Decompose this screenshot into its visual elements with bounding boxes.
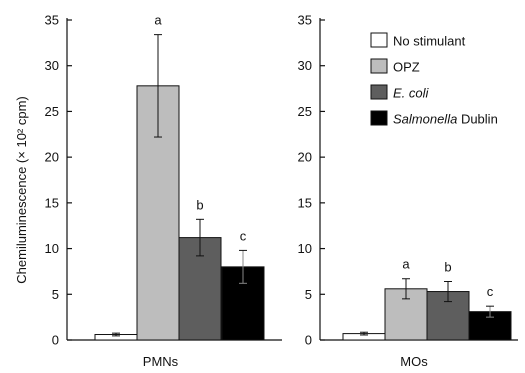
legend-swatch: [370, 110, 388, 126]
legend-label-text: Dublin: [457, 112, 497, 127]
legend-label: No stimulant: [393, 34, 466, 49]
mos-x-label: MOs: [400, 354, 428, 369]
mos-y-tick-label: 25: [298, 104, 312, 119]
pmns-y-tick-label: 35: [45, 13, 59, 28]
pmns-sig-letter: c: [240, 228, 247, 243]
pmns-panel: 0 5 10 15 20 25 30 35 a b c PMNs: [45, 13, 282, 369]
mos-y-tick-label: 35: [298, 13, 312, 28]
legend: No stimulant OPZ E. coli Salmonella Dublin: [370, 32, 498, 127]
mos-sig-letter: c: [487, 284, 494, 299]
legend-label: Salmonella Dublin: [393, 112, 498, 127]
legend-label-text: No stimulant: [393, 34, 466, 49]
legend-label-italic: Salmonella: [393, 112, 457, 127]
legend-label: E. coli: [393, 86, 430, 101]
pmns-y-tick-label: 10: [45, 241, 59, 256]
legend-swatch: [370, 84, 388, 100]
pmns-y-tick-label: 20: [45, 150, 59, 165]
legend-label-italic: E. coli: [393, 86, 430, 101]
mos-panel: 0 5 10 15 20 25 30 35 a b c MOs: [298, 13, 518, 369]
mos-y-tick-label: 10: [298, 241, 312, 256]
legend-swatch: [370, 32, 388, 48]
legend-label: OPZ: [393, 60, 420, 75]
legend-swatch: [370, 58, 388, 74]
pmns-y-tick-label: 25: [45, 104, 59, 119]
pmns-x-label: PMNs: [143, 354, 179, 369]
pmns-y-tick-label: 30: [45, 58, 59, 73]
mos-sig-letter: a: [402, 257, 410, 272]
pmns-y-tick-label: 5: [52, 287, 59, 302]
mos-sig-letter: b: [444, 259, 451, 274]
mos-y-tick-label: 15: [298, 195, 312, 210]
pmns-sig-letter: b: [196, 197, 203, 212]
mos-y-tick-label: 5: [305, 287, 312, 302]
y-axis-label: Chemiluminescence (× 10² cpm): [14, 96, 29, 283]
mos-y-tick-label: 20: [298, 150, 312, 165]
mos-y-tick-label: 30: [298, 58, 312, 73]
pmns-y-tick-label: 15: [45, 195, 59, 210]
pmns-sig-letter: a: [154, 13, 162, 28]
pmns-y-tick-label: 0: [52, 333, 59, 348]
legend-label-text: OPZ: [393, 60, 420, 75]
mos-y-tick-label: 0: [305, 333, 312, 348]
